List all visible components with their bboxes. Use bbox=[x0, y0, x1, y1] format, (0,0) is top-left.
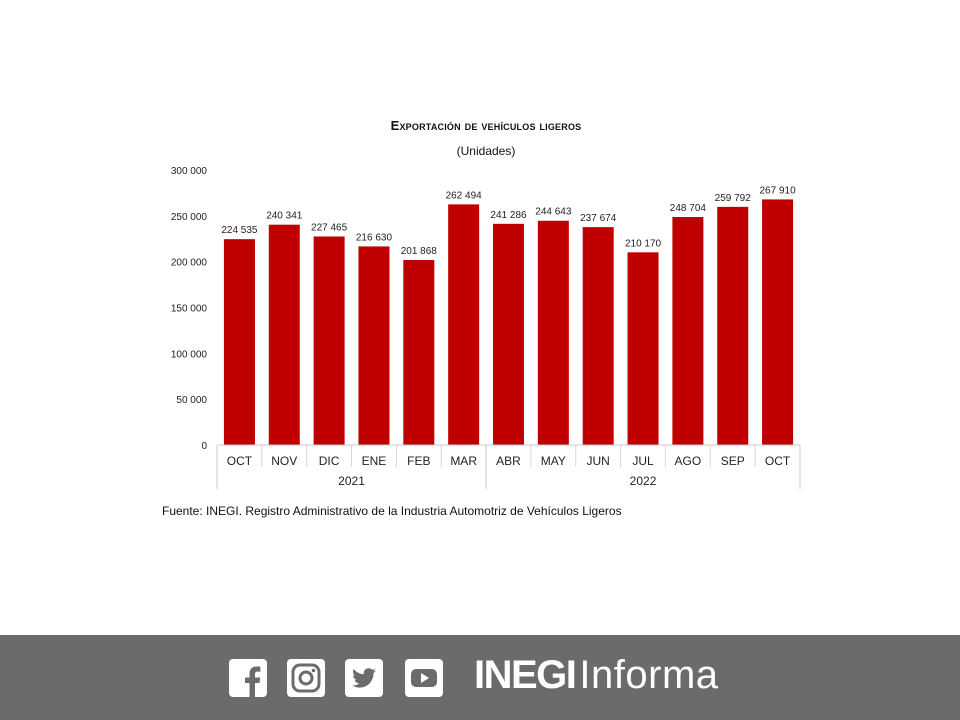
bar bbox=[672, 217, 704, 445]
data-label: 210 170 bbox=[625, 238, 662, 249]
twitter-icon[interactable] bbox=[345, 659, 383, 697]
bar bbox=[358, 246, 390, 445]
data-label: 259 792 bbox=[715, 193, 752, 204]
x-tick-label: MAR bbox=[450, 454, 477, 468]
year-group-label: 2021 bbox=[338, 474, 365, 488]
youtube-icon[interactable] bbox=[405, 659, 443, 697]
data-label: 227 465 bbox=[311, 222, 348, 233]
bar bbox=[223, 239, 255, 445]
data-label: 262 494 bbox=[446, 190, 483, 201]
x-tick-label: FEB bbox=[407, 454, 430, 468]
instagram-icon[interactable] bbox=[287, 659, 325, 697]
x-tick-label: DIC bbox=[319, 454, 340, 468]
bar bbox=[627, 252, 659, 445]
x-tick-label: AGO bbox=[675, 454, 702, 468]
data-label: 216 630 bbox=[356, 232, 393, 243]
bar bbox=[537, 220, 569, 445]
inegi-informa-logo: INEGI Informa bbox=[474, 653, 719, 703]
bar bbox=[448, 204, 480, 445]
bar bbox=[403, 259, 435, 445]
footer-bar bbox=[0, 635, 960, 720]
x-tick-label: ABR bbox=[496, 454, 521, 468]
source-note: Fuente: INEGI. Registro Administrativo d… bbox=[162, 504, 622, 518]
bar bbox=[762, 199, 794, 445]
data-label: 267 910 bbox=[759, 185, 796, 196]
brand-inegi: INEGI bbox=[474, 653, 577, 697]
facebook-icon[interactable] bbox=[229, 659, 267, 697]
x-tick-label: OCT bbox=[227, 454, 253, 468]
y-tick-label: 0 bbox=[201, 441, 207, 452]
bar bbox=[268, 224, 300, 445]
x-tick-label: NOV bbox=[271, 454, 297, 468]
y-tick-label: 50 000 bbox=[176, 395, 207, 406]
data-label: 241 286 bbox=[490, 210, 527, 221]
y-tick-label: 250 000 bbox=[171, 212, 208, 223]
year-group-label: 2022 bbox=[630, 474, 657, 488]
bar bbox=[717, 206, 749, 445]
data-label: 237 674 bbox=[580, 213, 617, 224]
x-tick-label: ENE bbox=[362, 454, 387, 468]
x-tick-label: OCT bbox=[765, 454, 791, 468]
bar bbox=[582, 227, 614, 445]
x-tick-label: MAY bbox=[541, 454, 566, 468]
x-tick-label: JUN bbox=[587, 454, 610, 468]
y-tick-label: 100 000 bbox=[171, 349, 208, 360]
bar bbox=[493, 223, 524, 445]
data-label: 240 341 bbox=[266, 211, 303, 222]
y-tick-label: 200 000 bbox=[171, 258, 208, 269]
bar bbox=[313, 236, 345, 445]
bar-chart: 0 50 000 100 000 150 000 200 000 250 000 300 0… bbox=[171, 166, 801, 489]
x-tick-label: SEP bbox=[721, 454, 745, 468]
data-label: 244 643 bbox=[535, 207, 572, 218]
data-label: 201 868 bbox=[401, 246, 438, 257]
brand-informa: Informa bbox=[579, 653, 719, 697]
y-tick-label: 300 000 bbox=[171, 166, 208, 177]
y-tick-label: 150 000 bbox=[171, 304, 208, 315]
chart-subtitle: (Unidades) bbox=[456, 144, 516, 158]
data-label: 224 535 bbox=[221, 225, 258, 236]
chart-title: Exportación de vehículos ligeros bbox=[390, 118, 582, 133]
data-label: 248 704 bbox=[670, 203, 707, 214]
slide: Exportación de vehículos ligeros (Unidad… bbox=[162, 118, 801, 518]
x-tick-label: JUL bbox=[632, 454, 654, 468]
